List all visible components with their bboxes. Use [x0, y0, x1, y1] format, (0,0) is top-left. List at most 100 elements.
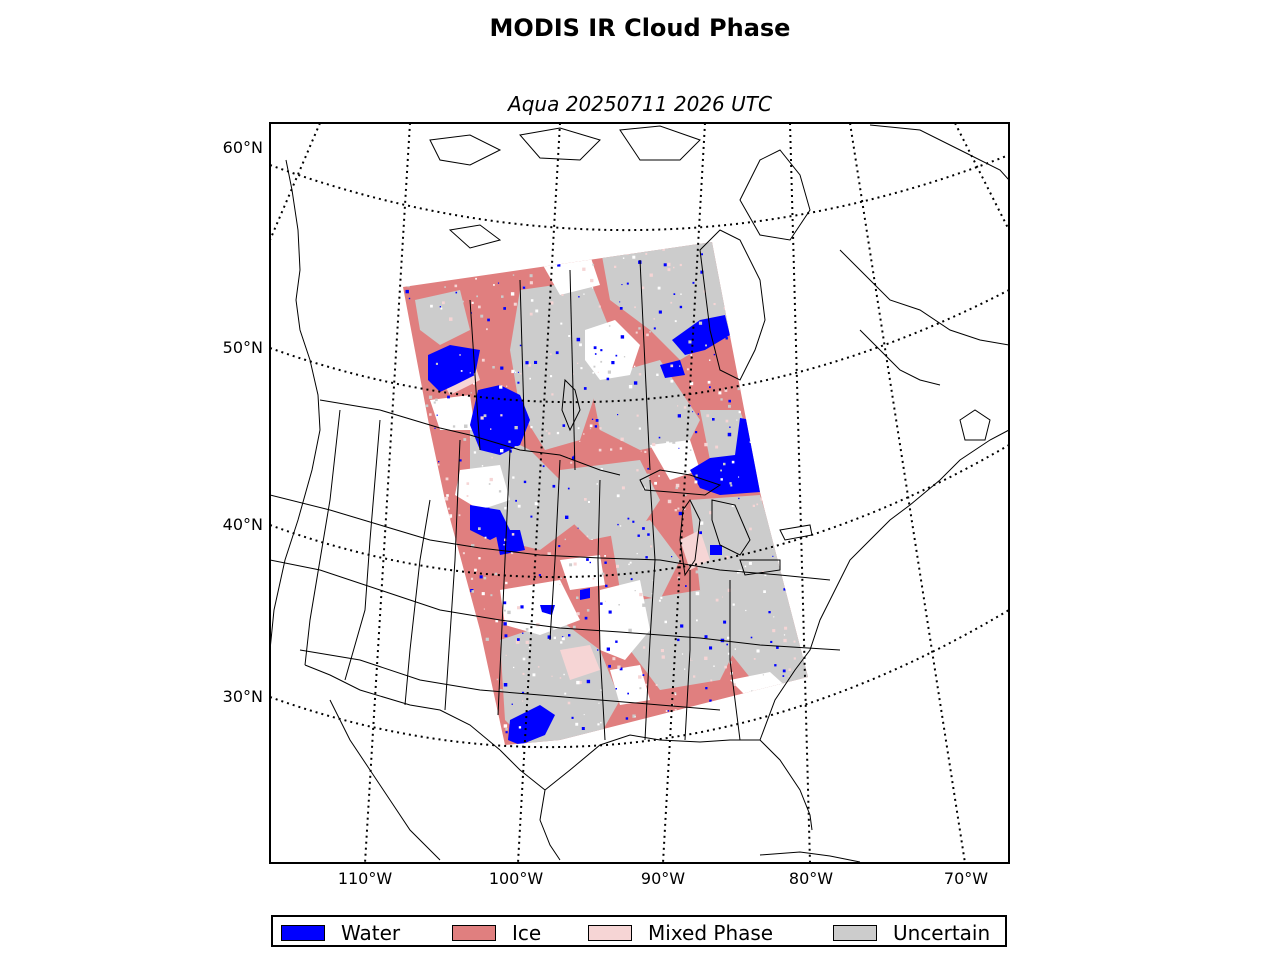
- cloud-speckle: [637, 534, 640, 537]
- cloud-speckle: [720, 478, 723, 481]
- cloud-speckle: [764, 548, 766, 551]
- cloud-speckle: [511, 703, 513, 705]
- cloud-speckle: [541, 244, 544, 247]
- cloud-speckle: [658, 436, 661, 439]
- cloud-speckle: [528, 363, 532, 367]
- cloud-speckle: [677, 463, 680, 466]
- cloud-speckle: [483, 576, 487, 580]
- cloud-speckle: [523, 480, 527, 484]
- cloud-speckle: [551, 393, 554, 396]
- cloud-speckle: [774, 377, 776, 379]
- cloud-speckle: [572, 373, 574, 375]
- cloud-speckle: [769, 473, 773, 476]
- cloud-speckle: [801, 437, 803, 440]
- cloud-speckle: [445, 258, 447, 260]
- cloud-speckle: [478, 685, 480, 687]
- cloud-speckle: [433, 401, 436, 404]
- legend-item-uncertain: Uncertain: [833, 921, 990, 945]
- cloud-speckle: [701, 253, 703, 256]
- cloud-speckle: [449, 661, 451, 663]
- cloud-speckle: [740, 349, 745, 353]
- cloud-speckle: [744, 565, 747, 568]
- cloud-speckle: [576, 612, 580, 616]
- cloud-speckle: [667, 372, 669, 375]
- map-subtitle: Aqua 20250711 2026 UTC: [508, 92, 772, 116]
- cloud-speckle: [415, 697, 419, 701]
- cloud-speckle: [653, 318, 655, 320]
- cloud-speckle: [798, 724, 801, 728]
- cloud-speckle: [499, 689, 503, 693]
- legend-label-mixed-phase: Mixed Phase: [648, 921, 774, 945]
- cloud-speckle: [506, 385, 508, 387]
- cloud-speckle: [435, 398, 438, 402]
- cloud-speckle: [763, 590, 766, 593]
- cloud-speckle: [770, 640, 773, 643]
- cloud-speckle: [503, 307, 506, 310]
- cloud-speckle: [792, 698, 795, 701]
- cloud-speckle: [674, 281, 677, 285]
- cloud-speckle: [500, 414, 503, 417]
- cloud-speckle: [740, 687, 744, 691]
- cloud-speckle: [493, 284, 495, 286]
- cloud-speckle: [787, 349, 790, 353]
- parallel-60N: [270, 154, 1009, 231]
- cloud-speckle: [466, 482, 470, 485]
- cloud-speckle: [447, 507, 450, 510]
- cloud-speckle: [600, 721, 602, 724]
- cloud-speckle: [699, 521, 704, 525]
- cloud-speckle: [689, 381, 694, 386]
- cloud-speckle: [715, 598, 719, 602]
- cloud-speckle: [481, 465, 484, 467]
- cloud-speckle: [423, 512, 427, 516]
- cloud-speckle: [769, 299, 772, 301]
- cloud-speckle: [724, 389, 728, 392]
- cloud-speckle: [658, 310, 662, 314]
- cloud-speckle: [610, 322, 614, 325]
- cloud-speckle: [645, 253, 648, 255]
- cloud-speckle: [677, 576, 680, 579]
- cloud-speckle: [449, 676, 452, 679]
- cloud-speckle: [503, 724, 508, 728]
- cloud-speckle: [767, 301, 770, 303]
- cloud-speckle: [609, 692, 612, 696]
- cloud-speckle: [485, 717, 489, 720]
- cloud-speckle: [771, 461, 774, 464]
- cloud-speckle: [654, 481, 657, 485]
- meridian-70W: [849, 123, 966, 863]
- cloud-speckle: [488, 688, 490, 690]
- cloud-speckle: [724, 661, 728, 666]
- cloud-speckle: [433, 634, 435, 637]
- cloud-speckle: [572, 625, 576, 629]
- cloud-speckle: [693, 675, 696, 678]
- cloud-speckle: [649, 273, 653, 277]
- cloud-speckle: [705, 344, 707, 347]
- cloud-speckle: [653, 327, 656, 330]
- cloud-speckle: [678, 579, 680, 582]
- cloud-speckle: [578, 299, 582, 302]
- cloud-speckle: [560, 577, 562, 580]
- cloud-speckle: [680, 293, 682, 295]
- cloud-speckle: [553, 334, 556, 337]
- cloud-speckle: [707, 380, 711, 384]
- cloud-speckle: [625, 717, 629, 720]
- cloud-speckle: [727, 636, 730, 640]
- cloud-speckle: [670, 571, 673, 574]
- cloud-speckle: [688, 340, 692, 344]
- cloud-speckle: [725, 337, 728, 340]
- cloud-speckle: [608, 325, 611, 327]
- cloud-speckle: [704, 656, 708, 660]
- cloud-speckle: [772, 629, 776, 633]
- cloud-speckle: [505, 731, 508, 734]
- cloud-speckle: [494, 572, 498, 576]
- cloud-speckle: [783, 588, 786, 591]
- cloud-speckle: [566, 352, 569, 354]
- cloud-speckle: [722, 596, 723, 598]
- cloud-speckle: [755, 691, 757, 693]
- cloud-speckle: [655, 684, 658, 686]
- cloud-speckle: [712, 742, 716, 745]
- cloud-speckle: [520, 605, 524, 609]
- legend-swatch-ice: [452, 925, 496, 941]
- cloud-speckle: [632, 605, 636, 608]
- cloud-speckle: [729, 426, 731, 428]
- cloud-speckle: [795, 560, 799, 564]
